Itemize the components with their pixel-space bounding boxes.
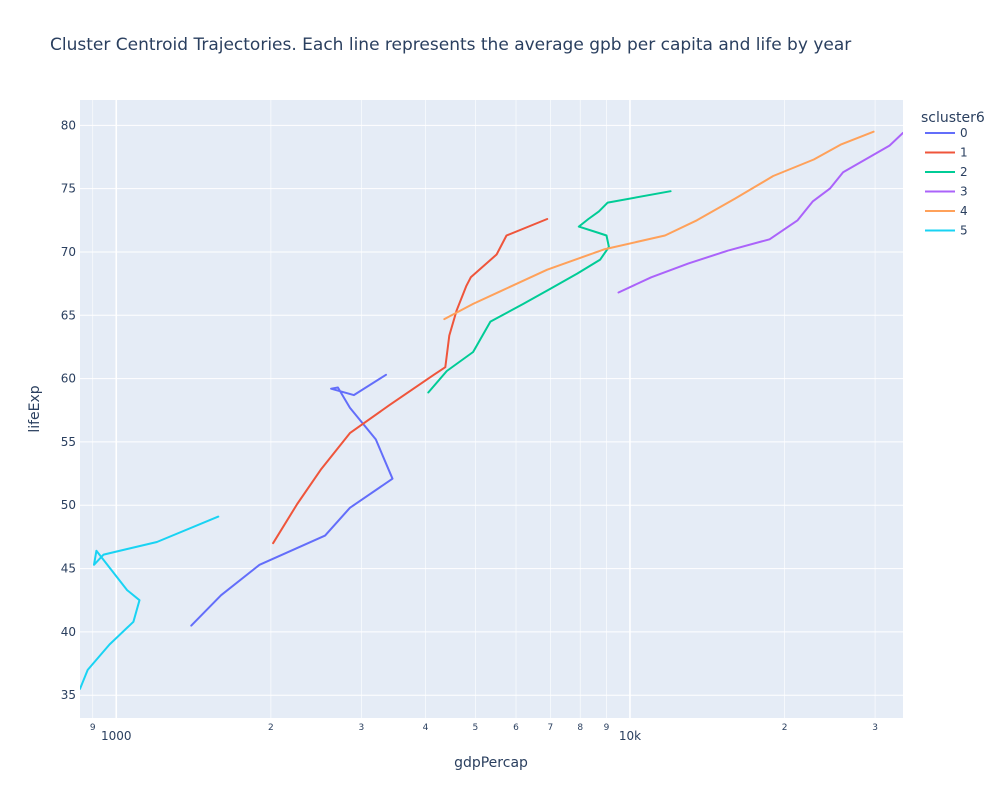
legend-item-2[interactable]: 2 bbox=[925, 165, 968, 179]
y-tick-label: 50 bbox=[61, 498, 76, 512]
y-tick-label: 45 bbox=[61, 562, 76, 576]
x-axis-title: gdpPercap bbox=[454, 755, 528, 771]
x-minor-tick-label: 7 bbox=[548, 723, 554, 733]
legend-label: 4 bbox=[960, 204, 968, 218]
legend-title: scluster6 bbox=[921, 110, 985, 126]
series-layer bbox=[80, 130, 903, 690]
x-major-tick-label: 1000 bbox=[101, 729, 132, 743]
plot-area bbox=[80, 100, 903, 718]
legend-label: 0 bbox=[960, 126, 968, 140]
y-tick-label: 35 bbox=[61, 688, 76, 702]
series-2-line bbox=[427, 190, 672, 394]
x-minor-tick-label: 3 bbox=[358, 723, 364, 733]
chart-title: Cluster Centroid Trajectories. Each line… bbox=[50, 35, 851, 55]
legend-item-1[interactable]: 1 bbox=[925, 146, 968, 160]
series-0-line bbox=[190, 373, 394, 627]
legend: scluster6 0 1 2 3 4 5 bbox=[921, 110, 985, 238]
legend-item-0[interactable]: 0 bbox=[925, 126, 968, 140]
x-major-tick-label: 10k bbox=[619, 729, 641, 743]
x-minor-tick-label: 9 bbox=[90, 723, 96, 733]
y-tick-label: 55 bbox=[61, 435, 76, 449]
gridlines bbox=[80, 100, 903, 718]
legend-item-3[interactable]: 3 bbox=[925, 185, 968, 199]
x-axis-ticks: 9 2 3 4 5 6 7 8 9 2 3 1000 10k bbox=[90, 723, 878, 743]
legend-label: 2 bbox=[960, 165, 968, 179]
x-minor-tick-label: 5 bbox=[472, 723, 478, 733]
legend-label: 1 bbox=[960, 146, 968, 160]
x-minor-tick-label: 9 bbox=[604, 723, 610, 733]
series-4-line bbox=[443, 130, 875, 321]
y-tick-label: 75 bbox=[61, 182, 76, 196]
legend-label: 5 bbox=[960, 224, 968, 238]
x-minor-tick-label: 2 bbox=[782, 723, 788, 733]
series-3-line bbox=[617, 131, 903, 294]
series-1-line bbox=[272, 218, 549, 545]
y-tick-label: 65 bbox=[61, 308, 76, 322]
x-minor-tick-label: 8 bbox=[577, 723, 583, 733]
x-minor-tick-label: 2 bbox=[268, 723, 274, 733]
y-axis-ticks: 35 40 45 50 55 60 65 70 75 80 bbox=[61, 118, 76, 702]
legend-item-5[interactable]: 5 bbox=[925, 224, 968, 238]
y-axis-title: lifeExp bbox=[27, 385, 43, 432]
legend-item-4[interactable]: 4 bbox=[925, 204, 968, 218]
x-minor-tick-label: 4 bbox=[423, 723, 429, 733]
x-minor-tick-label: 6 bbox=[513, 723, 519, 733]
legend-label: 3 bbox=[960, 185, 968, 199]
y-tick-label: 70 bbox=[61, 245, 76, 259]
y-tick-label: 80 bbox=[61, 118, 76, 132]
y-tick-label: 40 bbox=[61, 625, 76, 639]
y-tick-label: 60 bbox=[61, 372, 76, 386]
x-minor-tick-label: 3 bbox=[872, 723, 878, 733]
series-5-line bbox=[80, 515, 220, 690]
